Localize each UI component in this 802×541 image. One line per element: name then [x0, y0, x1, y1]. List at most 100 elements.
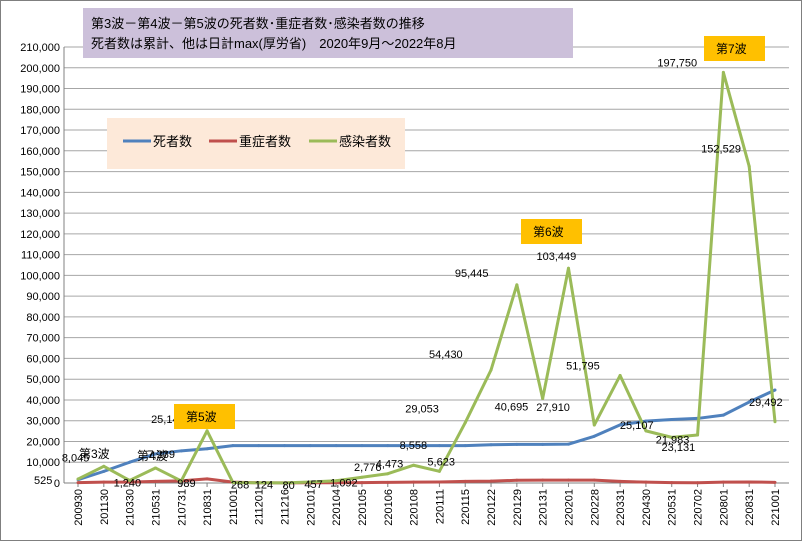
- data-label: 268: [231, 479, 249, 491]
- y-tick-label: 50,000: [26, 374, 60, 386]
- series-0-point: [489, 443, 493, 447]
- x-tick-label: 220104: [331, 489, 343, 526]
- wave-6-label: 第6波: [533, 225, 564, 239]
- series-1-point: [696, 481, 700, 485]
- series-0-point: [541, 442, 545, 446]
- wave-5-label: 第5波: [186, 410, 217, 424]
- data-label: 1,240: [114, 477, 142, 489]
- x-tick-label: 210831: [202, 489, 214, 526]
- data-label: 525: [34, 475, 52, 487]
- series-0-point: [515, 442, 519, 446]
- series-2-point: [463, 421, 467, 425]
- data-label: 27,910: [536, 402, 570, 414]
- y-tick-label: 40,000: [26, 395, 60, 407]
- x-tick-label: 210731: [176, 489, 188, 526]
- x-tick-label: 220122: [486, 489, 498, 526]
- series-0-point: [463, 444, 467, 448]
- legend-label-deaths: 死者数: [153, 134, 192, 149]
- data-label: 29,492: [749, 397, 783, 409]
- series-2-point: [721, 70, 725, 74]
- series-0-point: [360, 444, 364, 448]
- data-label: 51,795: [566, 360, 600, 372]
- series-0-point: [153, 452, 157, 456]
- y-tick-label: 100,000: [20, 270, 60, 282]
- data-label: 54,430: [429, 349, 463, 361]
- series-2-point: [670, 435, 674, 439]
- data-label: 4,473: [376, 459, 404, 471]
- x-tick-label: 220201: [563, 489, 575, 526]
- series-2-point: [592, 423, 596, 427]
- y-tick-label: 200,000: [20, 63, 60, 75]
- legend-label-infected: 感染者数: [339, 134, 391, 149]
- wave-5-box: [174, 404, 235, 429]
- series-1-point: [644, 480, 648, 484]
- data-label: 23,131: [662, 442, 696, 454]
- series-0-point: [566, 442, 570, 446]
- series-2-point: [747, 164, 751, 168]
- y-tick-label: 10,000: [26, 457, 60, 469]
- y-tick-label: 150,000: [20, 167, 60, 179]
- series-2-point: [696, 433, 700, 437]
- chart-title: 第3波－第4波－第5波の死者数･重症者数･感染者数の推移 死者数は累計、他は日計…: [83, 8, 573, 58]
- series-2-point: [360, 475, 364, 479]
- x-tick-label: 220111: [434, 489, 446, 524]
- series-0-point: [437, 444, 441, 448]
- y-tick-label: 180,000: [20, 104, 60, 116]
- series-2-point: [153, 466, 157, 470]
- series-0-point: [747, 400, 751, 404]
- series-1-point: [386, 480, 390, 484]
- series-0-point: [231, 444, 235, 448]
- y-tick-label: 80,000: [26, 312, 60, 324]
- grid: [64, 46, 789, 484]
- series-1-point: [102, 480, 106, 484]
- series: [76, 70, 777, 485]
- y-tick-label: 70,000: [26, 333, 60, 345]
- series-0-point: [618, 423, 622, 427]
- series-1-point: [153, 479, 157, 483]
- series-0-point: [592, 434, 596, 438]
- x-tick-label: 211001: [228, 489, 240, 525]
- data-label: 103,449: [536, 251, 576, 263]
- y-axis: 0 10,000 20,000 30,000 40,000 50,000 60,000 70,…: [20, 42, 65, 490]
- series-line-1: [77, 477, 776, 485]
- series-1-point: [489, 479, 493, 483]
- x-tick-label: 220101: [305, 489, 317, 526]
- series-2-point: [489, 368, 493, 372]
- series-2-point: [179, 479, 183, 483]
- data-label: 8,558: [400, 440, 428, 452]
- title-box: [83, 8, 573, 58]
- series-1-point: [412, 480, 416, 484]
- series-1-point: [747, 480, 751, 484]
- wave-7-label: 第7波: [716, 42, 747, 56]
- y-tick-label: 210,000: [20, 42, 60, 54]
- y-tick-label: 110,000: [21, 250, 60, 262]
- series-1-point: [541, 478, 545, 482]
- series-0-point: [721, 413, 725, 417]
- data-label: 25,107: [620, 420, 654, 432]
- y-tick-label: 90,000: [26, 291, 60, 303]
- wave-annotations: 第3波 第4波 第5波 第6波 第7波: [79, 36, 765, 463]
- series-1-point: [670, 481, 674, 485]
- data-label: 80: [283, 480, 295, 492]
- series-0-point: [257, 444, 261, 448]
- x-tick-label: 220105: [357, 489, 369, 526]
- x-tick-label: 200930: [73, 489, 85, 526]
- series-2-point: [773, 420, 777, 424]
- series-2-point: [541, 397, 545, 401]
- series-0-point: [283, 444, 287, 448]
- data-label: 989: [177, 478, 195, 490]
- y-tick-label: 120,000: [20, 229, 60, 241]
- series-1-point: [360, 481, 364, 485]
- y-tick-label: 20,000: [26, 436, 60, 448]
- x-tick-label: 210531: [150, 489, 162, 526]
- y-tick-label: 130,000: [20, 208, 60, 220]
- legend-label-severe: 重症者数: [239, 134, 291, 149]
- series-1-point: [437, 480, 441, 484]
- x-axis: 200930 201130 210330 210531 210731 210831 2110…: [64, 482, 789, 526]
- series-2-point: [308, 480, 312, 484]
- series-2-point: [515, 283, 519, 287]
- series-1-point: [566, 478, 570, 482]
- series-2-point: [644, 429, 648, 433]
